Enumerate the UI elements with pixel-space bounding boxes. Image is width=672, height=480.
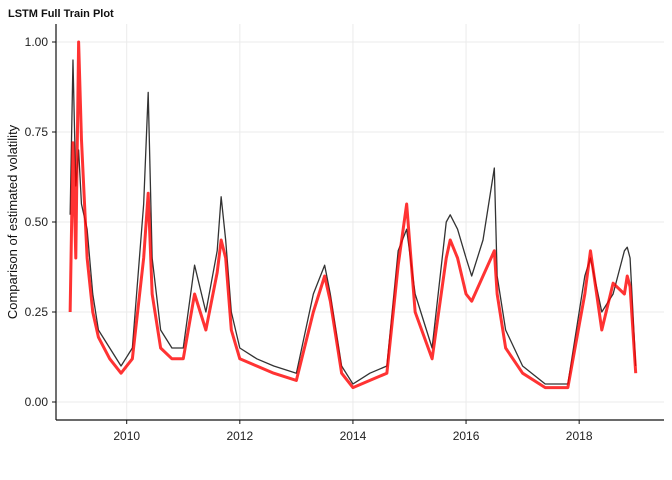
- grid: [56, 24, 664, 420]
- y-axis-title: Comparison of estimated volatility: [5, 124, 20, 319]
- y-tick-label: 0.75: [25, 125, 49, 139]
- x-ticks: 2010 2012 2014 2016 2018: [113, 420, 593, 443]
- y-tick-label: 0.25: [25, 305, 49, 319]
- x-tick-label: 2010: [113, 429, 140, 443]
- series-line: [69, 59, 637, 385]
- x-tick-label: 2012: [226, 429, 253, 443]
- y-ticks: 0.00 0.25 0.50 0.75 1.00: [25, 35, 56, 409]
- chart-title: LSTM Full Train Plot: [8, 8, 114, 20]
- series-line: [68, 40, 638, 390]
- series-group: [68, 40, 638, 390]
- y-tick-label: 1.00: [25, 35, 49, 49]
- x-tick-label: 2016: [453, 429, 480, 443]
- x-tick-label: 2014: [340, 429, 367, 443]
- y-tick-label: 0.00: [25, 395, 49, 409]
- y-tick-label: 0.50: [25, 215, 49, 229]
- x-tick-label: 2018: [566, 429, 593, 443]
